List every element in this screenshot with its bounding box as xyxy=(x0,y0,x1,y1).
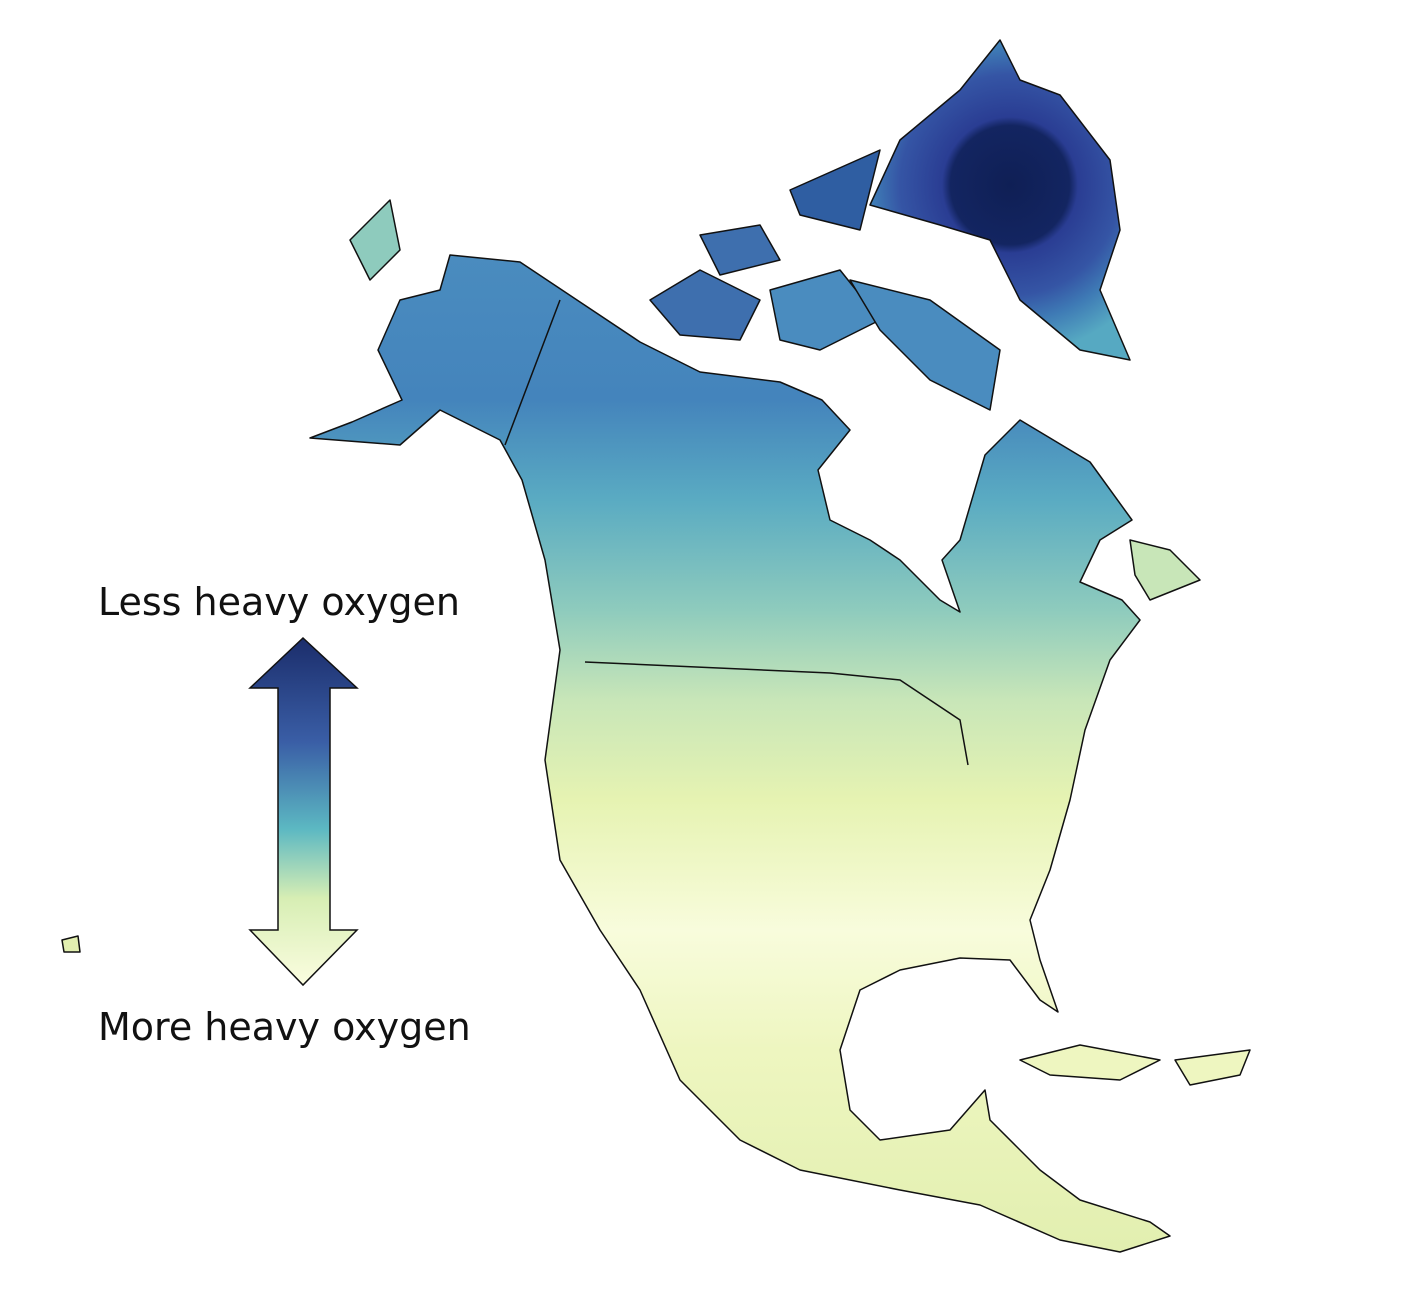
borders xyxy=(504,299,969,766)
island xyxy=(1129,539,1201,601)
legend-top-label: Less heavy oxygen xyxy=(98,580,460,624)
island xyxy=(649,269,761,341)
mainland xyxy=(309,254,1171,1253)
island xyxy=(789,149,881,231)
island xyxy=(699,224,781,276)
island xyxy=(349,199,401,281)
island xyxy=(849,279,1001,411)
island xyxy=(1174,1049,1251,1086)
landmasses xyxy=(61,39,1251,1253)
legend-bottom-label: More heavy oxygen xyxy=(98,1005,471,1049)
island xyxy=(769,269,881,351)
island xyxy=(61,935,81,953)
greenland xyxy=(869,39,1131,361)
island xyxy=(1019,1044,1161,1081)
legend-arrow xyxy=(248,636,359,987)
